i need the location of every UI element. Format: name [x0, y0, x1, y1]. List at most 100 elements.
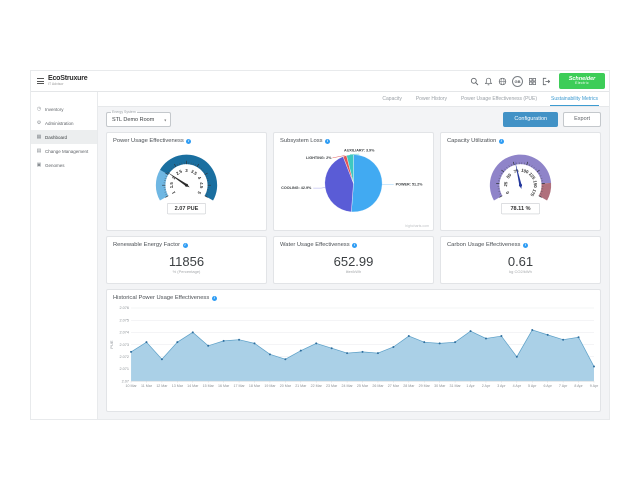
menu-icon[interactable]	[37, 78, 44, 84]
genomes-icon: ▣	[36, 162, 42, 168]
svg-text:30 Mar: 30 Mar	[434, 384, 446, 388]
controls-row: Energy System STL Demo Room ▾ Configurat…	[98, 107, 609, 130]
change-management-icon: ▤	[36, 148, 42, 154]
card-title: Capacity Utilization	[441, 133, 600, 145]
energy-system-select[interactable]: Energy System STL Demo Room ▾	[106, 109, 172, 127]
tab-power-history[interactable]: Power History	[415, 95, 447, 102]
sidebar-item-dashboard[interactable]: ▦ Dashboard	[31, 130, 97, 144]
subsystem-loss-card: Subsystem Loss POWER: 51.2% COOLING: 42.9…	[273, 132, 434, 231]
sidebar-item-label: Dashboard	[45, 134, 68, 140]
svg-text:3: 3	[185, 168, 188, 173]
subsystem-loss-pie-chart: POWER: 51.2% COOLING: 42.9% LIGHTING: 2% AU…	[281, 149, 424, 213]
svg-text:8 Apr: 8 Apr	[574, 384, 583, 388]
logo-subtitle: IT Advisor	[48, 82, 64, 87]
info-icon[interactable]	[182, 242, 188, 248]
tab-bar: Capacity Power History Power Usage Effecti…	[98, 92, 609, 107]
svg-text:27 Mar: 27 Mar	[388, 384, 400, 388]
svg-text:7 Apr: 7 Apr	[559, 384, 568, 388]
svg-text:3 Apr: 3 Apr	[497, 384, 506, 388]
svg-text:31 Mar: 31 Mar	[450, 384, 462, 388]
svg-text:3.5: 3.5	[190, 169, 198, 177]
svg-text:100: 100	[521, 168, 530, 175]
energy-system-value: STL Demo Room	[112, 116, 155, 123]
svg-text:22 Mar: 22 Mar	[311, 384, 323, 388]
svg-text:25: 25	[503, 181, 508, 187]
sidebar-item-genomes[interactable]: ▣ Genomes	[31, 158, 97, 172]
dashboard-content: Power Usage Effectiveness 11.5 22.533.54 4…	[98, 130, 609, 419]
bell-icon[interactable]	[484, 77, 493, 86]
svg-text:13 Mar: 13 Mar	[172, 384, 184, 388]
svg-text:10 Mar: 10 Mar	[125, 384, 137, 388]
card-title: Water Usage Effectiveness	[274, 237, 433, 249]
grid-icon[interactable]	[528, 77, 537, 86]
svg-text:21 Mar: 21 Mar	[295, 384, 307, 388]
info-icon[interactable]	[186, 138, 192, 144]
svg-text:LIGHTING: 2%: LIGHTING: 2%	[306, 156, 332, 160]
metric-card-row: Renewable Energy Factor 11856 % (Percent…	[106, 236, 601, 284]
svg-text:POWER: 51.2%: POWER: 51.2%	[396, 183, 424, 187]
topbar-left: EcoStruxure IT Advisor	[37, 75, 88, 87]
svg-text:125: 125	[528, 172, 537, 181]
configuration-button[interactable]: Configuration	[503, 112, 559, 127]
info-icon[interactable]	[352, 242, 358, 248]
svg-text:2.072: 2.072	[120, 355, 130, 359]
svg-text:24 Mar: 24 Mar	[341, 384, 353, 388]
logo-brand-text: EcoStruxure	[48, 75, 88, 83]
info-icon[interactable]	[211, 295, 217, 301]
info-icon[interactable]	[522, 242, 528, 248]
inventory-icon: ◷	[36, 106, 42, 112]
info-icon[interactable]	[498, 138, 504, 144]
sidebar-item-change-management[interactable]: ▤ Change Management	[31, 144, 97, 158]
topbar-actions: GB Schneider Electric	[470, 73, 605, 89]
globe-icon[interactable]	[498, 77, 507, 86]
svg-text:23 Mar: 23 Mar	[326, 384, 338, 388]
topbar-icon-group: GB	[470, 75, 551, 87]
export-button[interactable]: Export	[563, 112, 601, 127]
tab-capacity[interactable]: Capacity	[382, 95, 402, 102]
svg-text:2.07: 2.07	[122, 379, 129, 383]
svg-text:AUXILIARY: 3.9%: AUXILIARY: 3.9%	[344, 149, 375, 153]
search-icon[interactable]	[470, 77, 479, 86]
metric-body: 0.61 kg CO2/kWh	[441, 249, 600, 283]
chevron-down-icon: ▾	[164, 116, 167, 122]
metric-value: 652.99	[333, 253, 374, 269]
svg-text:4: 4	[197, 175, 203, 180]
card-title: Renewable Energy Factor	[107, 237, 266, 249]
metric-unit: liter/kWh	[345, 269, 362, 275]
card-title: Power Usage Effectiveness	[107, 133, 266, 145]
logout-icon[interactable]	[542, 77, 551, 86]
svg-text:14 Mar: 14 Mar	[187, 384, 199, 388]
sidebar-item-label: Genomes	[45, 162, 65, 168]
card-title: Historical Power Usage Effectiveness	[107, 290, 600, 302]
user-avatar[interactable]: GB	[512, 75, 523, 87]
topbar: EcoStruxure IT Advisor GB Schneider Elec…	[31, 71, 609, 92]
subsystem-loss-title: Subsystem Loss	[280, 138, 323, 144]
svg-text:4 Apr: 4 Apr	[513, 384, 522, 388]
pue-gauge-chart: 11.5 22.5 3 3.54 4.55 2.07 PUE	[155, 154, 218, 215]
historical-pue-card: Historical Power Usage Effectiveness 2.0…	[106, 289, 601, 412]
svg-text:78.11 %: 78.11 %	[510, 206, 530, 212]
energy-system-label: Energy System	[111, 109, 137, 114]
info-icon[interactable]	[325, 138, 331, 144]
svg-text:6 Apr: 6 Apr	[543, 384, 552, 388]
svg-text:11 Mar: 11 Mar	[141, 384, 153, 388]
capacity-card-title: Capacity Utilization	[447, 138, 497, 144]
svg-text:1 Apr: 1 Apr	[466, 384, 475, 388]
sidebar-item-administration[interactable]: ⚙ Administration	[31, 116, 97, 130]
svg-text:15 Mar: 15 Mar	[203, 384, 215, 388]
action-buttons: Configuration Export	[503, 112, 601, 127]
svg-text:2.073: 2.073	[120, 343, 130, 347]
sidebar-item-inventory[interactable]: ◷ Inventory	[31, 102, 97, 116]
app-logo: EcoStruxure IT Advisor	[48, 75, 88, 87]
svg-text:20 Mar: 20 Mar	[280, 384, 292, 388]
tab-power-usage-effectiveness-pue[interactable]: Power Usage Effectiveness (PUE)	[460, 95, 538, 102]
svg-text:5 Apr: 5 Apr	[528, 384, 537, 388]
svg-text:12 Mar: 12 Mar	[156, 384, 168, 388]
svg-text:2 Apr: 2 Apr	[482, 384, 491, 388]
sidebar-item-label: Administration	[45, 120, 74, 126]
app-body: ◷ Inventory ⚙ Administration ▦ Dashboard ▤ Chan…	[31, 92, 609, 419]
tab-sustainability-metrics[interactable]: Sustainability Metrics	[550, 92, 599, 106]
svg-text:2.075: 2.075	[120, 318, 130, 322]
